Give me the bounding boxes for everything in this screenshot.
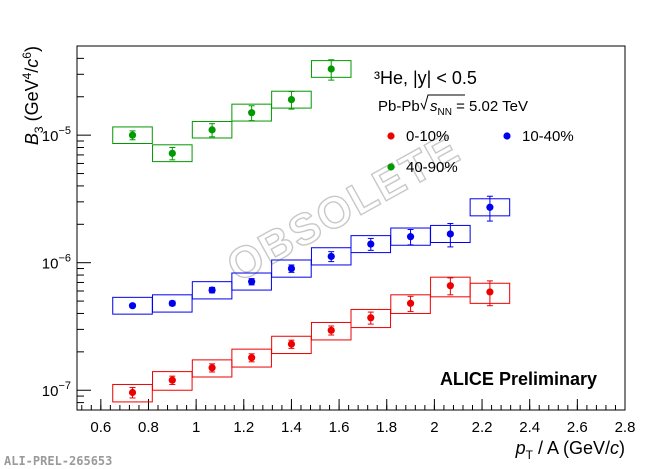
data-point [287, 264, 296, 273]
data-point [287, 95, 296, 104]
x-tick-label: 2.4 [519, 419, 540, 436]
data-point [208, 126, 216, 134]
data-point [446, 282, 454, 290]
data-point [248, 278, 256, 286]
sys-box [112, 126, 153, 145]
sys-box [152, 294, 193, 313]
x-tick-label: 0.6 [90, 419, 111, 436]
sys-box [152, 371, 193, 391]
figure-id: ALI-PREL-265653 [4, 454, 112, 468]
data-point [327, 326, 335, 334]
y-tick-label: 10−5 [42, 125, 71, 145]
sys-box [271, 259, 312, 278]
x-tick-label: 1 [192, 419, 200, 436]
x-tick-label: 0.8 [138, 419, 159, 436]
series-40-90% [112, 59, 352, 163]
sys-box [152, 144, 193, 163]
data-point [486, 203, 494, 211]
x-tick-label: 2 [430, 419, 438, 436]
series-10-40% [112, 195, 511, 315]
legend-label: 40-90% [406, 159, 458, 176]
x-tick-label: 2.2 [472, 419, 493, 436]
data-layer [112, 59, 511, 403]
sys-box [191, 359, 233, 378]
data-point [208, 286, 216, 294]
text-layer: 0.6 0.8 1 1.2 1.4 1.6 1.8 2 2.2 2.4 2.6 2.8 10−7 10−6… [4, 46, 635, 468]
y-tick-label: 10−6 [42, 253, 71, 273]
data-point [128, 131, 137, 139]
x-tick-label: 2.8 [615, 419, 636, 436]
sys-box [112, 383, 153, 403]
x-tick-label: 1.8 [376, 419, 397, 436]
y-tick-label: 10−7 [42, 380, 71, 400]
x-tick-label: 1.4 [281, 419, 302, 436]
y-axis-title: B3 (GeV4/c6) [20, 46, 46, 145]
nucleus-label: ³He, |y| < 0.5 [374, 68, 477, 88]
plot-frame [76, 45, 626, 411]
data-point [168, 149, 176, 157]
legend-marker [387, 132, 395, 140]
data-point [327, 65, 335, 73]
sys-box [271, 335, 312, 355]
data-point [168, 376, 176, 384]
axes-frame [76, 45, 626, 411]
series-0-10% [112, 276, 511, 403]
data-point [168, 299, 176, 307]
alice-preliminary-label: ALICE Preliminary [440, 369, 597, 389]
data-point [208, 364, 216, 372]
legend-label: 10-40% [522, 128, 574, 145]
system-label: Pb-Pb sNN = 5.02 TeV [378, 98, 528, 118]
sys-box [350, 308, 392, 329]
data-point [367, 240, 375, 248]
data-point [248, 109, 256, 117]
legend-marker [503, 132, 511, 140]
x-tick-label: 1.2 [233, 419, 254, 436]
data-point [287, 340, 296, 348]
data-point [367, 314, 375, 322]
data-point [406, 299, 415, 307]
watermark-layer: OBSOLETE [218, 123, 469, 292]
sys-box [191, 120, 233, 139]
sys-box [390, 294, 431, 314]
obsolete-watermark: OBSOLETE [219, 124, 468, 292]
data-point [128, 302, 137, 310]
sys-box [231, 272, 272, 291]
x-axis-title: pT / A (GeV/c) [515, 438, 625, 462]
sys-box [310, 321, 352, 341]
legend-label: 0-10% [406, 128, 449, 145]
sys-box [310, 247, 352, 266]
data-point [446, 230, 454, 238]
sqrt-sign [420, 94, 465, 111]
data-point [128, 388, 137, 397]
data-point [486, 288, 494, 296]
data-point [327, 252, 335, 261]
sys-box [231, 348, 272, 368]
x-tick-label: 1.6 [329, 419, 350, 436]
data-point [248, 354, 256, 362]
x-tick-label: 2.6 [567, 419, 588, 436]
legend-marker [387, 163, 395, 171]
data-point [406, 233, 415, 241]
